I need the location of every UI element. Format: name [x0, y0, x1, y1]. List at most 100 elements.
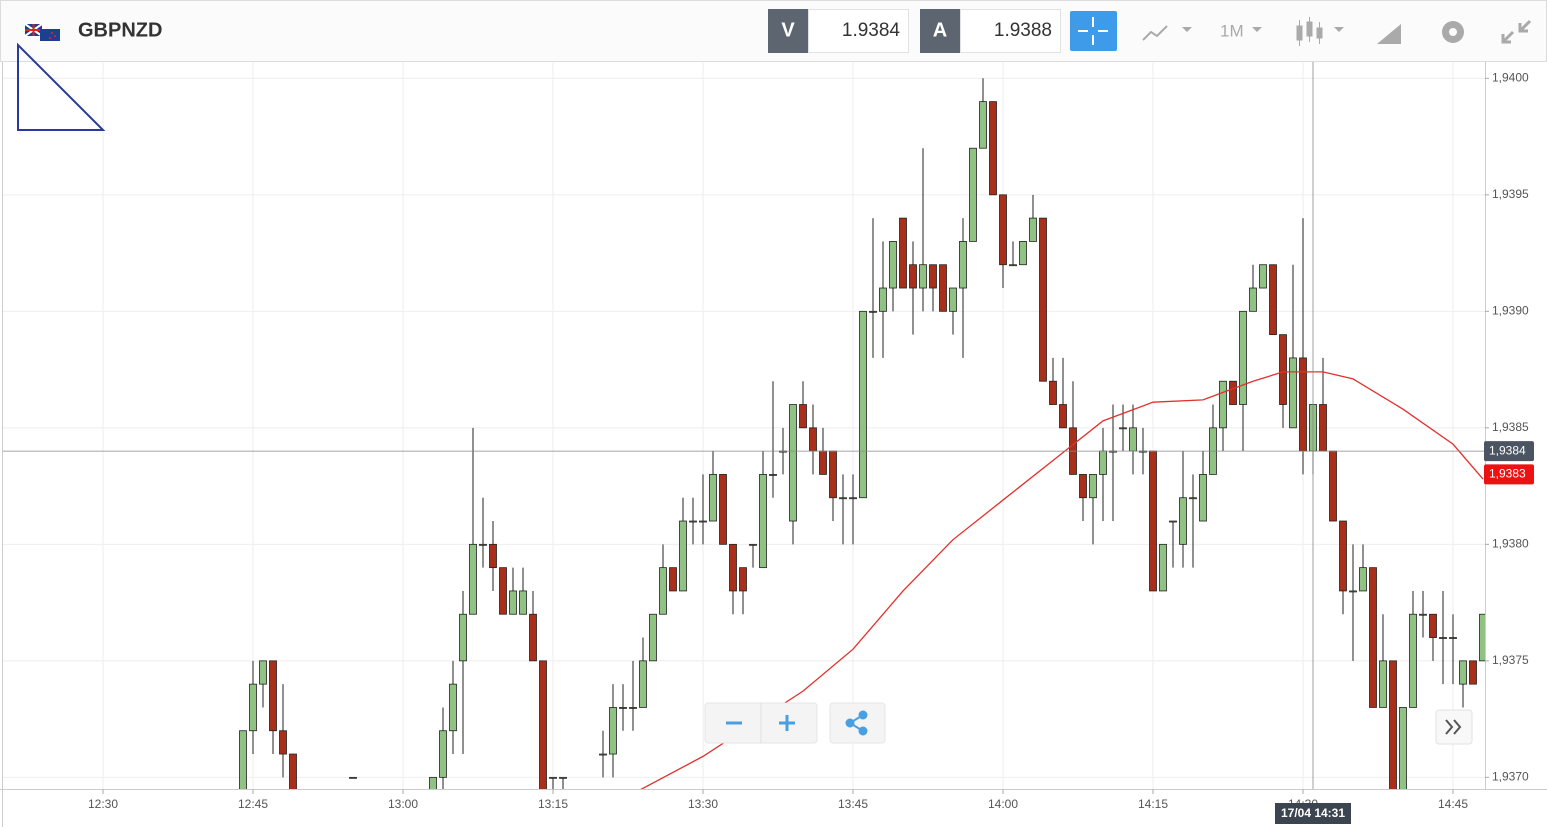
- candle-body: [1439, 637, 1447, 639]
- bid-button[interactable]: [768, 9, 808, 53]
- candle-body: [1229, 380, 1237, 405]
- y-tick-label: 1,9390: [1492, 303, 1529, 317]
- candle-body: [1019, 241, 1027, 266]
- candle-body: [699, 520, 707, 523]
- candle-body: [1399, 707, 1407, 789]
- y-tick-label: 1,9400: [1492, 70, 1529, 84]
- candle-body: [709, 474, 717, 522]
- candle-body: [1009, 264, 1017, 267]
- candle-body: [1269, 264, 1277, 336]
- candle-body: [1159, 543, 1167, 592]
- candle-body: [679, 520, 687, 592]
- chart-type-button[interactable]: [1142, 25, 1192, 41]
- candle-body: [649, 613, 657, 662]
- candle-body: [759, 474, 767, 569]
- candle-body: [959, 241, 967, 289]
- timeframe-button[interactable]: 1M: [1220, 21, 1244, 40]
- x-tick-label: 12:30: [88, 797, 118, 811]
- crosshair-button[interactable]: [1070, 11, 1117, 51]
- candle-body: [1429, 613, 1437, 638]
- candle-body: [1199, 474, 1207, 522]
- candle-body: [1419, 613, 1427, 616]
- axes: 1,9370 1,9375 1,9380 1,9385 1,9390 1,9395 1,94…: [88, 70, 1534, 824]
- ask-button[interactable]: [920, 9, 960, 53]
- candle-body: [869, 310, 877, 313]
- candle-body: [909, 264, 917, 289]
- x-tick-label: 14:00: [988, 797, 1018, 811]
- candle-body: [889, 241, 897, 289]
- y-tick-label: 1,9380: [1492, 537, 1529, 551]
- settings-button[interactable]: [1442, 21, 1464, 43]
- candle-body: [969, 147, 977, 242]
- candle-body: [509, 590, 517, 615]
- candle-body: [1099, 450, 1107, 475]
- scroll-box: [1435, 709, 1473, 745]
- candle-body: [479, 543, 487, 546]
- candle-body: [1389, 660, 1397, 789]
- candles-button[interactable]: [1296, 17, 1344, 46]
- ask-box: [960, 9, 1061, 53]
- candle-body: [1289, 357, 1297, 429]
- x-tick-label: 13:45: [838, 797, 868, 811]
- x-tick-label: 13:30: [688, 797, 718, 811]
- candle-body: [519, 590, 527, 615]
- scroll-end-button[interactable]: [1445, 719, 1462, 735]
- candle-body: [549, 776, 557, 779]
- candle-body: [669, 567, 677, 592]
- ask-price: 1.9388: [994, 20, 1052, 41]
- candle-body: [489, 543, 497, 569]
- collapse-button[interactable]: [1501, 19, 1532, 44]
- candle-body: [1029, 217, 1037, 242]
- share-button[interactable]: [845, 710, 868, 736]
- candle-body: [749, 543, 757, 546]
- zoom-in[interactable]: [779, 715, 795, 731]
- draw-button[interactable]: [1377, 24, 1401, 44]
- crosshair-label: 17/04 14:31: [1281, 806, 1345, 820]
- candle-body: [559, 776, 567, 779]
- candle-body: [1339, 520, 1347, 592]
- x-tick-label: 13:15: [538, 797, 568, 811]
- bid-price-label: 1,9383: [1489, 467, 1526, 481]
- candle-body: [1059, 404, 1067, 429]
- x-tick-label: 14:15: [1138, 797, 1168, 811]
- candle-body: [499, 567, 507, 615]
- y-tick-label: 1,9370: [1492, 770, 1529, 784]
- candle-body: [1459, 660, 1467, 685]
- candle-body: [739, 567, 747, 592]
- candle-body: [849, 497, 857, 500]
- candle-body: [239, 730, 247, 789]
- x-tick-label: 14:45: [1438, 797, 1468, 811]
- candle-body: [459, 613, 467, 662]
- candle-body: [1479, 613, 1485, 662]
- candle-body: [1359, 567, 1367, 592]
- candle-body: [1149, 450, 1157, 592]
- candle-body: [439, 730, 447, 778]
- candle-body: [719, 474, 727, 545]
- candle-body: [1049, 380, 1057, 405]
- candle-body: [639, 660, 647, 708]
- candle-body: [1189, 497, 1197, 500]
- candle-body: [1279, 334, 1287, 405]
- candle-body: [529, 613, 537, 662]
- candle-body: [269, 660, 277, 732]
- candle-body: [1219, 380, 1227, 429]
- symbol: GBPNZD: [78, 19, 162, 41]
- bid-price-tag: [1484, 464, 1534, 485]
- candle-body: [919, 264, 927, 289]
- candle-body: [1249, 287, 1257, 312]
- plot-area: [3, 62, 1485, 789]
- candle-body: [1329, 450, 1337, 522]
- candle-body: [929, 264, 937, 289]
- drawing-triangle: [17, 42, 106, 131]
- candle-body: [789, 404, 797, 522]
- candle-body: [619, 707, 627, 709]
- candle-body: [1379, 660, 1387, 708]
- flag-icon: [24, 23, 60, 41]
- candle-body: [539, 660, 547, 789]
- timeframe-caret: [1252, 27, 1262, 32]
- candle-body: [1369, 567, 1377, 708]
- candle-body: [1089, 474, 1097, 499]
- candle-body: [729, 543, 737, 592]
- y-tick-label: 1,9375: [1492, 653, 1529, 667]
